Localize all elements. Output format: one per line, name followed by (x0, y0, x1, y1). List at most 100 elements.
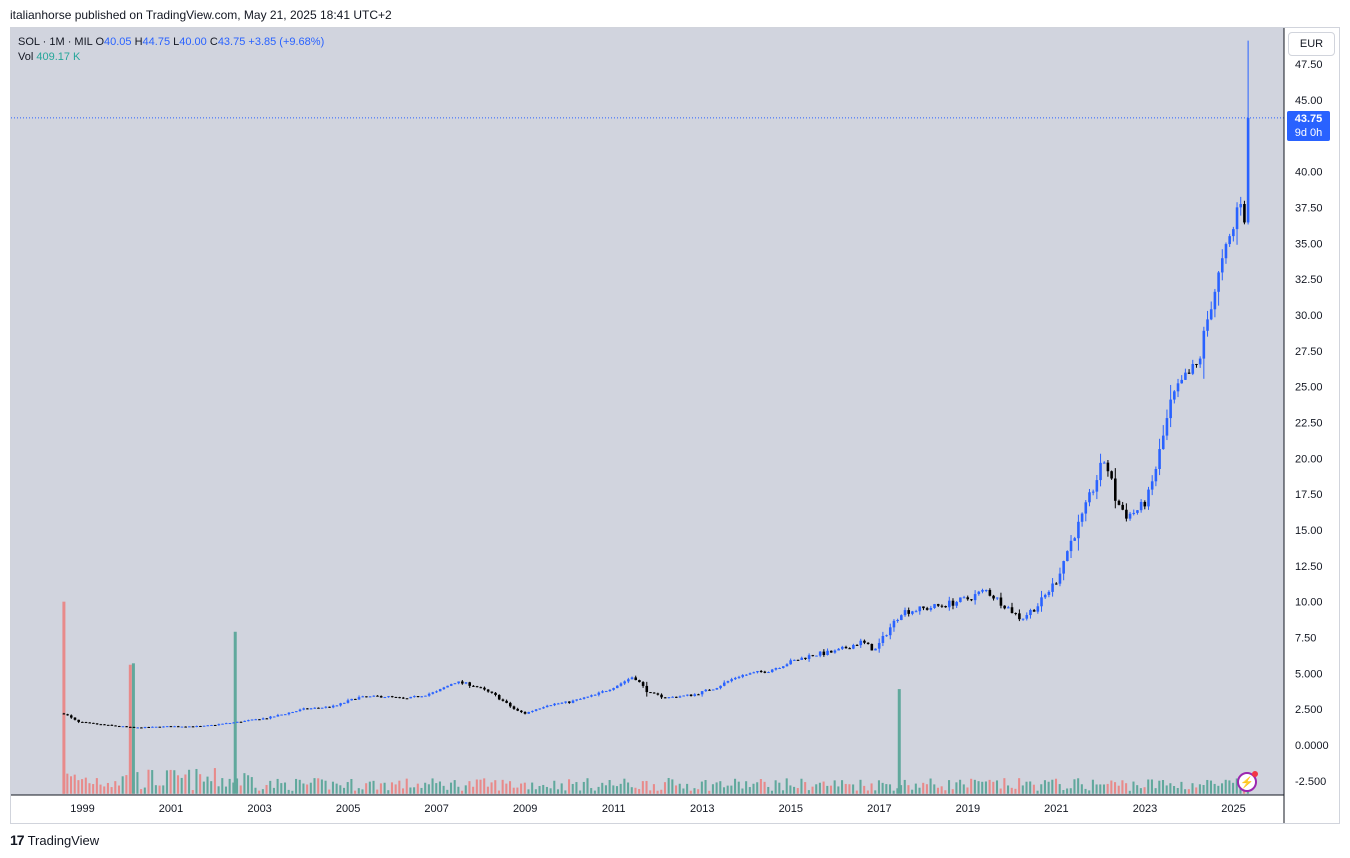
x-tick-label: 2019 (956, 803, 980, 815)
candle-body (1007, 607, 1010, 609)
volume-bar (811, 786, 814, 794)
legend-close-label: C (209, 36, 218, 48)
candle-body (1176, 383, 1180, 392)
legend-volume-row: Vol 409.17 K (18, 50, 324, 65)
candle-body (339, 703, 342, 706)
volume-bar (1161, 780, 1165, 794)
lightning-icon[interactable]: ⚡ (1237, 771, 1258, 792)
volume-bar (309, 782, 312, 794)
candle-body (579, 698, 582, 700)
x-tick-label: 2021 (1044, 803, 1068, 815)
candle-body (1180, 379, 1183, 384)
y-tick-label: 7.50 (1295, 633, 1316, 645)
volume-bar (77, 780, 80, 794)
candle-body (818, 651, 822, 656)
candle-body (652, 692, 656, 694)
legend-symbol: SOL · 1M · MIL (18, 36, 93, 48)
candle-body (575, 699, 578, 701)
volume-bar (409, 787, 412, 794)
candle-body (693, 694, 697, 697)
candle-body (1121, 504, 1124, 510)
candle-body (1228, 236, 1231, 245)
candle-body (940, 605, 944, 607)
volume-bar (1088, 790, 1091, 794)
volume-bar (678, 783, 681, 794)
candle-body (236, 721, 239, 723)
candle-body (1047, 591, 1051, 595)
volume-bar (431, 778, 434, 794)
y-tick-label: -2.500 (1295, 776, 1326, 788)
candle-body (586, 696, 590, 698)
volume-bar (162, 785, 165, 794)
volume-bar (342, 787, 346, 794)
candle-body (984, 589, 988, 591)
volume-bar (324, 780, 327, 794)
candle-body (228, 723, 232, 725)
legend-low-label: L (173, 36, 180, 48)
volume-bar (125, 775, 128, 794)
candle-body (1077, 521, 1080, 539)
volume-bar (158, 785, 161, 794)
candle-body (608, 689, 612, 692)
candle-body (114, 725, 117, 727)
legend-open-value: 40.05 (104, 36, 132, 48)
volume-bar (1117, 785, 1120, 794)
volume-bar (1003, 778, 1006, 794)
candle-body (365, 696, 368, 698)
volume-bar (992, 781, 995, 794)
volume-bar (442, 785, 445, 794)
candle-body (62, 713, 66, 715)
volume-bar (984, 781, 987, 794)
candle-body (394, 696, 398, 698)
candle-body (357, 697, 361, 700)
volume-bar (232, 782, 235, 794)
volume-bar (1073, 779, 1076, 794)
volume-bar (420, 787, 423, 794)
candle-body (88, 722, 92, 724)
candle-body (453, 683, 457, 685)
candle-body (224, 723, 228, 725)
chart-frame (10, 27, 1340, 824)
candle-body (335, 705, 339, 707)
volume-bar (464, 785, 467, 794)
volume-bar (907, 785, 910, 794)
candle-body (752, 672, 756, 674)
candle-body (1032, 610, 1036, 612)
volume-bar (1036, 790, 1039, 794)
candle-body (265, 718, 269, 720)
volume-bar (955, 782, 958, 794)
volume-bar (453, 780, 456, 794)
candle-body (387, 696, 390, 698)
x-tick-label: 1999 (70, 803, 94, 815)
volume-bar (390, 782, 394, 794)
candle-body (151, 726, 154, 728)
currency-button[interactable]: EUR (1288, 32, 1335, 56)
volume-bar (719, 781, 722, 794)
volume-bar (283, 782, 287, 794)
volume-bar (844, 783, 847, 794)
volume-bar (1173, 786, 1176, 794)
volume-bar (350, 778, 353, 794)
candle-body (66, 714, 69, 716)
volume-bar (424, 782, 427, 794)
y-tick-label: 15.00 (1295, 525, 1323, 537)
volume-bar (117, 785, 121, 794)
volume-bar (88, 783, 91, 794)
candle-body (261, 718, 265, 720)
volume-bar (579, 790, 582, 794)
volume-bar (966, 787, 969, 794)
candle-body (822, 651, 826, 655)
x-tick-label: 2011 (602, 803, 626, 815)
candle-body (180, 726, 184, 728)
volume-bar (1176, 787, 1179, 794)
volume-bar (383, 782, 386, 794)
volume-bar (457, 786, 460, 794)
candle-body (354, 698, 357, 700)
volume-bar (763, 781, 766, 794)
candle-body (1051, 583, 1054, 592)
candle-body (402, 697, 405, 699)
volume-bar (446, 789, 449, 794)
candle-body (1173, 391, 1176, 400)
tradingview-logo[interactable]: 17 TradingView (10, 832, 99, 848)
